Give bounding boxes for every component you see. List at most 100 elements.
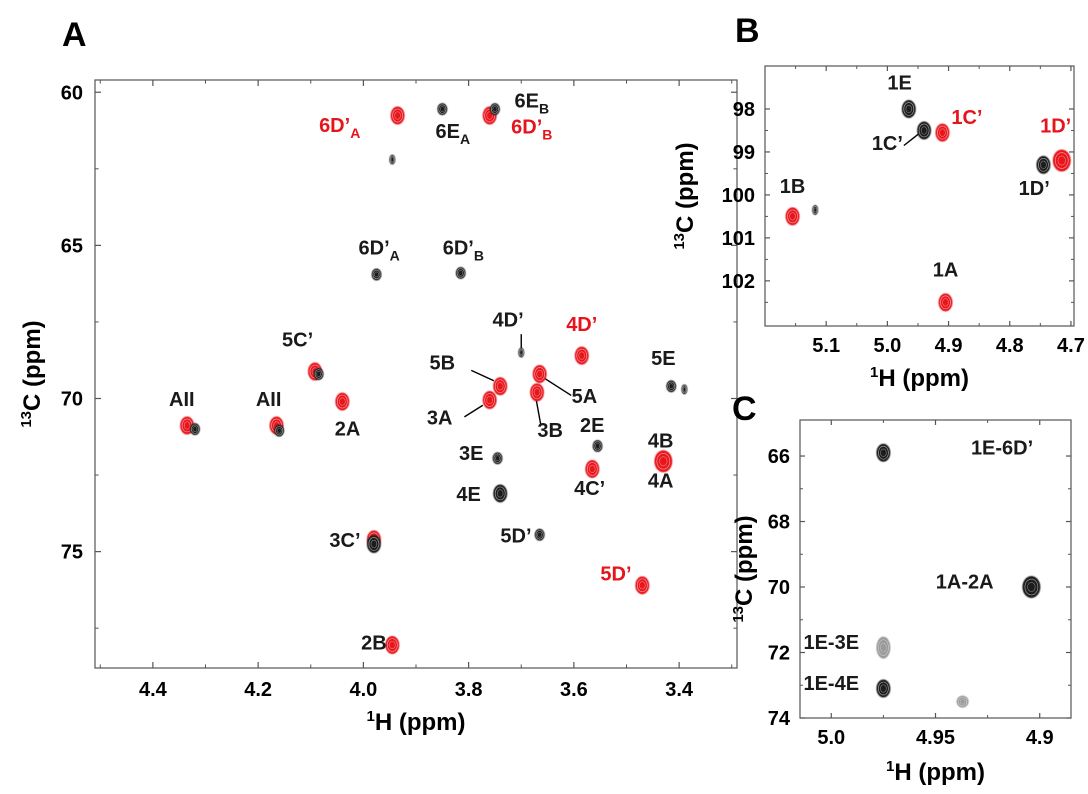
peak-red-b [935,123,950,142]
peak-red-a [493,377,508,396]
peak-label: 1E-4E [803,673,859,695]
peak-red-a [654,450,673,473]
y-tick-label: 99 [733,142,755,164]
panel-b: B 5.1 5.0 4.9 4.8 4.7 98 99 100 101 102 1H (ppm) 13C… [671,12,1085,392]
peak-black-a [274,424,285,437]
peak-label: AII [256,389,282,411]
peak-black-c [876,679,891,698]
peak-label: 1A [933,260,959,282]
peak-black-a [437,103,448,116]
x-tick-label: 5.0 [873,335,901,357]
peak-label: 5A [572,386,598,408]
y-tick-label: 72 [768,643,790,665]
x-tick-label: 3.6 [560,679,588,701]
peak-label: 2E [580,415,604,437]
x-tick-label: 4.9 [935,335,963,357]
x-tick-label: 5.1 [812,335,840,357]
peak-label: 4A [648,470,674,492]
peak-red-a [530,383,545,402]
peak-black-a [389,154,396,165]
peak-label: 3B [537,420,563,442]
x-tick-label: 4.95 [916,727,955,749]
peak-black-c [876,443,891,462]
peak-label: 1D’ [1040,116,1071,138]
x-tick-label: 4.8 [996,335,1024,357]
y-axis-title: 13C (ppm) [671,142,699,249]
peak-black-a [489,103,500,116]
peak-label: 6D’A [359,238,400,264]
y-tick-label: 68 [768,512,790,534]
x-axis-title: 1H (ppm) [367,708,466,736]
peak-red-b [785,207,800,226]
peak-label: 4B [648,431,674,453]
peak-label: 1C’ [951,107,982,129]
peak-label: 3C’ [329,530,360,552]
peak-black-a [366,534,381,553]
y-axis-title: 13C (ppm) [18,320,46,427]
x-tick-label: 5.0 [817,727,845,749]
leader-line [903,133,920,147]
x-tick-label: 4.0 [349,679,377,701]
peak-label: 2B [361,633,387,655]
peak-black-b [812,204,819,215]
peak-red-b [938,293,953,312]
y-tick-label: 75 [61,542,83,564]
leader-line [470,369,495,382]
peak-label: 3A [427,408,453,430]
leader-line [464,404,484,418]
y-tick-label: 101 [722,228,755,250]
x-tick-label: 4.9 [1026,727,1054,749]
y-tick-label: 60 [61,82,83,104]
peak-black-a [534,528,545,541]
peak-black-c [956,695,969,708]
peak-label: 1E-6D’ [971,437,1033,459]
peak-label: AII [169,389,195,411]
peak-black-a [493,484,508,503]
peak-red-a [635,576,650,595]
y-axis-title: 13C (ppm) [730,515,758,622]
y-tick-label: 70 [61,389,83,411]
y-tick-label: 70 [768,577,790,599]
peak-label: 1C’ [872,133,903,155]
x-axis-title: 1H (ppm) [886,758,985,786]
peak-black-b [901,99,916,118]
peak-black-b [917,121,932,140]
peak-label: 1E-3E [803,632,859,654]
peak-label: 5B [430,352,456,374]
panel-c: C 5.0 4.95 4.9 66 68 70 72 74 1H (ppm) 13C (ppm) 1E… [730,390,1072,786]
peak-label: 3E [459,443,483,465]
peak-red-a [585,459,600,478]
y-tick-label: 74 [768,708,791,730]
x-tick-label: 4.2 [244,679,272,701]
x-tick-label: 4.4 [139,679,168,701]
peak-black-c [876,636,891,659]
peak-label: 2A [335,418,361,440]
peak-red-a [335,392,350,411]
peak-label: 6D’B [443,238,484,264]
peak-black-a [592,439,603,452]
x-tick-label: 3.8 [455,679,483,701]
leader-line [544,378,572,397]
peak-label: 1D’ [1019,178,1050,200]
panel-letter-c: C [732,390,757,428]
y-tick-label: 100 [722,185,755,207]
peak-black-a [492,452,503,465]
peak-label: 1A-2A [936,572,994,594]
x-tick-label: 4.7 [1057,335,1085,357]
peak-label: 4D’ [493,310,524,332]
peak-label: 6EA [436,121,471,147]
peak-label: 4D’ [566,314,597,336]
peak-label: 1B [780,176,806,198]
peak-label: 4C’ [574,478,605,500]
peak-black-a [666,380,677,393]
peak-red-a [390,106,405,125]
y-tick-label: 66 [768,446,790,468]
peak-black-a [189,423,200,436]
peak-red-a [482,391,497,410]
peak-label: 5C’ [282,329,313,351]
peak-black-c [1022,576,1041,599]
x-tick-label: 3.4 [665,679,694,701]
plot-frame [764,65,1075,327]
peak-black-b [1036,155,1051,174]
